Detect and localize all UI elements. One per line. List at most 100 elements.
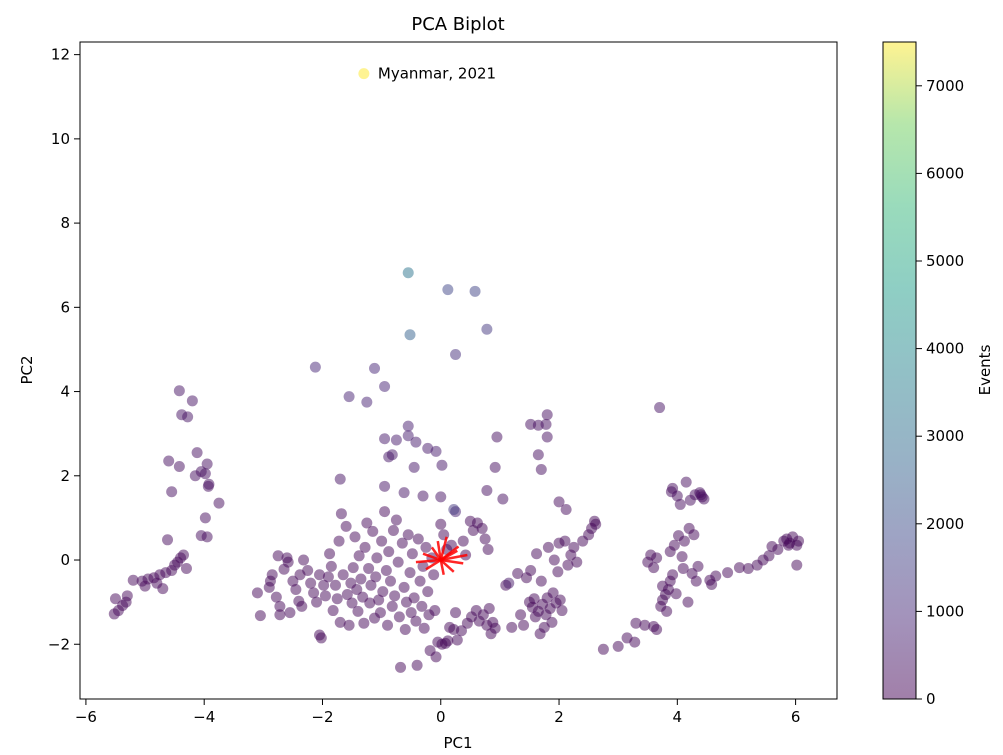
x-tick-label: 0 [436,708,446,726]
colorbar-ticks: 0 1000 2000 3000 4000 5000 6000 7000 [916,77,964,708]
data-point [379,433,391,445]
loading-vectors [415,536,468,576]
data-point [535,463,547,475]
data-point [390,514,402,526]
data-point [383,451,395,463]
data-point [568,541,580,553]
data-point [698,493,710,505]
data-point [483,602,495,614]
data-point [481,485,493,497]
colorbar-tick-label: 0 [926,690,936,708]
data-point [503,577,515,589]
data-point [677,562,689,574]
data-point [182,411,194,423]
data-point [373,594,385,606]
y-tick-label: 4 [60,383,70,401]
data-point [518,619,530,631]
data-point [319,590,331,602]
annotations: Myanmar, 2021 [378,65,496,83]
data-point [315,632,327,644]
data-point [408,461,420,473]
data-point [690,575,702,587]
data-point [455,625,467,637]
data-point [139,580,151,592]
data-point [531,548,543,560]
data-point [410,615,422,627]
colorbar-tick-label: 7000 [926,77,964,95]
data-point [417,560,429,572]
colorbar-tick-label: 6000 [926,164,964,182]
data-point [272,550,284,562]
loading-vector [425,558,442,571]
data-point [682,596,694,608]
data-point [361,517,373,529]
data-point [334,473,346,485]
data-point [201,458,213,470]
loading-vector [440,558,464,565]
data-point [322,571,334,583]
loading-vector [415,558,441,564]
data-point [392,556,404,568]
data-point [451,634,463,646]
data-point [358,617,370,629]
x-tick-label: 6 [791,708,801,726]
data-point [314,569,326,581]
data-point [325,560,337,572]
data-point [408,592,420,604]
data-point [469,285,481,297]
data-point [560,503,572,515]
data-point [528,593,540,605]
data-point [213,497,225,509]
data-point [287,575,299,587]
data-point [546,616,558,628]
data-point [404,329,416,341]
data-point [127,574,139,586]
data-point [305,577,317,589]
data-point [331,593,343,605]
x-tick-label: 2 [554,708,564,726]
data-point [590,518,602,530]
x-tick-label: −4 [193,708,215,726]
data-point [422,442,434,454]
y-tick-label: 12 [51,46,70,64]
data-point [351,584,363,595]
data-point [668,539,680,551]
data-point [706,578,718,590]
data-point [157,583,169,595]
data-point [199,512,211,524]
data-point [349,531,361,543]
data-point [436,459,448,471]
data-point [548,554,560,566]
data-point [571,556,583,568]
data-point [383,546,395,558]
colorbar-gradient [882,41,917,700]
data-point [448,503,460,515]
data-point [343,619,355,631]
scatter-points [108,68,805,673]
data-point [284,607,296,619]
chart-title: PCA Biplot [411,14,504,35]
data-point [318,579,330,591]
data-point [173,385,185,397]
data-point [311,596,323,608]
data-point [335,508,347,520]
data-point [457,535,469,547]
data-point [512,567,524,579]
data-point [387,525,399,537]
data-point [532,449,544,461]
data-point [390,434,402,446]
data-point [489,461,501,473]
data-point [710,570,722,582]
data-point [629,636,641,648]
data-point [393,611,405,623]
data-point [334,616,346,628]
colorbar-label: Events [976,344,994,395]
data-point [418,622,430,634]
data-point [251,587,263,599]
colorbar: 0 1000 2000 3000 4000 5000 6000 7000 Events [882,41,994,708]
data-point [337,569,349,581]
data-point [298,554,310,566]
x-tick-label: −6 [75,708,97,726]
data-point [173,461,185,473]
data-point [450,607,462,619]
